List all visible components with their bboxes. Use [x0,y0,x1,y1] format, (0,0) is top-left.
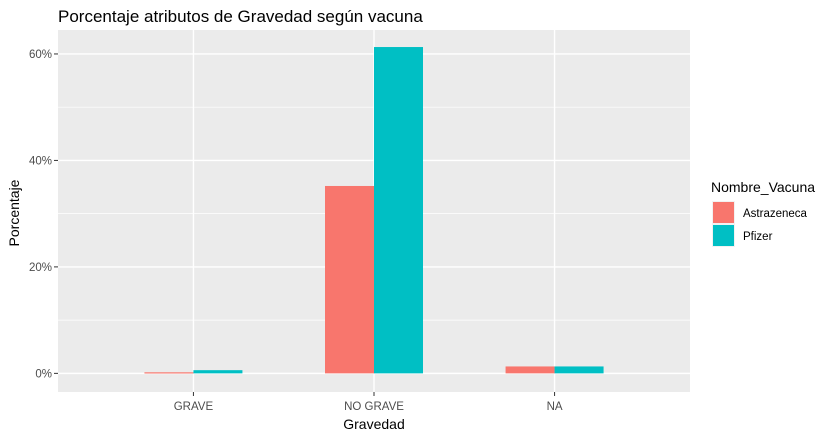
x-axis-ticks: GRAVE NO GRAVE NA [174,392,563,413]
y-tick-label: 40% [29,155,52,167]
y-tick-label: 20% [29,262,52,274]
chart-title: Porcentaje atributos de Gravedad según v… [58,7,423,26]
x-axis-title: Gravedad [343,416,404,432]
bar-astrazeneca-grave [144,372,194,374]
y-axis-ticks: 0% 20% 40% 60% [29,49,58,380]
bar-astrazeneca-na [505,366,555,374]
y-axis-title: Porcentaje [6,179,22,246]
legend-title: Nombre_Vacuna [711,179,815,195]
bar-astrazeneca-no-grave [325,185,374,374]
legend: Nombre_Vacuna Astrazeneca Pfizer [711,179,815,247]
bar-pfizer-grave [193,370,243,374]
x-tick-label: NO GRAVE [344,401,404,413]
legend-swatch-pfizer [713,225,734,246]
legend-label-astrazeneca: Astrazeneca [743,208,808,220]
x-tick-label: GRAVE [174,401,214,413]
bar-pfizer-no-grave [374,47,423,374]
y-tick-label: 0% [35,368,52,380]
x-tick-label: NA [547,401,563,413]
bar-pfizer-na [554,366,604,374]
legend-swatch-astrazeneca [713,202,734,223]
y-tick-label: 60% [29,49,52,61]
bars [144,47,604,374]
legend-label-pfizer: Pfizer [743,231,773,243]
